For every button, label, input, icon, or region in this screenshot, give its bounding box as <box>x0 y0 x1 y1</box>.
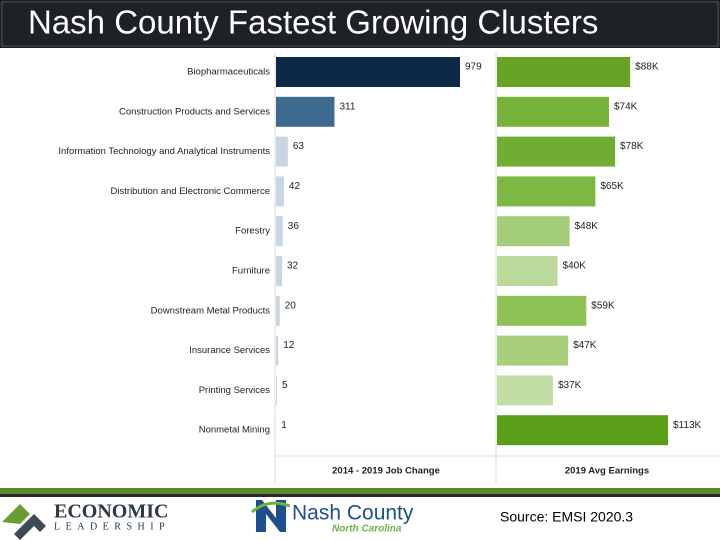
logo-economic: ECONOMIC <box>54 501 168 523</box>
economic-leadership-logo: ECONOMIC LEADERSHIP <box>2 501 170 540</box>
value-label: $78K <box>620 141 644 152</box>
value-label: $37K <box>558 380 582 391</box>
axis-label: 2014 - 2019 Job Change <box>332 466 440 477</box>
bar <box>276 216 283 247</box>
bar <box>276 176 284 207</box>
bar <box>276 256 283 286</box>
bar <box>497 96 609 127</box>
plot: Biopharmaceuticals Construction Products … <box>58 57 702 477</box>
value-label: $47K <box>573 340 597 351</box>
bar <box>497 57 631 87</box>
value-label: 5 <box>282 380 288 391</box>
category-label: Insurance Services <box>189 345 270 356</box>
value-label: 12 <box>283 340 295 351</box>
value-label: 979 <box>465 62 482 73</box>
value-label: $74K <box>614 101 638 112</box>
value-label: $65K <box>600 181 624 192</box>
value-label: 311 <box>339 101 355 112</box>
bar <box>497 136 616 167</box>
bar <box>276 375 277 406</box>
bar <box>276 57 460 87</box>
category-label: Nonmetal Mining <box>199 425 270 436</box>
category-label: Construction Products and Services <box>119 106 270 117</box>
value-label: $113K <box>673 420 702 431</box>
source: Source: EMSI 2020.3 <box>500 509 633 525</box>
value-label: $59K <box>591 300 615 311</box>
value-label: 63 <box>293 141 305 152</box>
axis-label: 2019 Avg Earnings <box>565 466 649 477</box>
bar <box>276 96 335 127</box>
bar <box>276 335 279 366</box>
category-label: Forestry <box>235 226 270 237</box>
logo-leadership: LEADERSHIP <box>54 521 170 532</box>
category-label: Furniture <box>232 266 270 277</box>
nash-county-logo: Nash County North Carolina <box>251 500 414 535</box>
category-label: Downstream Metal Products <box>151 305 271 316</box>
logo-state: North Carolina <box>332 524 402 535</box>
bar <box>497 216 570 247</box>
bar <box>497 256 558 286</box>
category-label: Biopharmaceuticals <box>187 67 270 78</box>
category-label: Printing Services <box>199 385 271 396</box>
value-label: 20 <box>285 300 297 311</box>
value-label: $48K <box>575 221 599 232</box>
value-label: $88K <box>635 62 659 73</box>
bar <box>497 375 553 406</box>
category-label: Information Technology and Analytical In… <box>58 146 270 157</box>
footer-rule-dark <box>0 494 720 497</box>
bar <box>276 136 288 167</box>
bar <box>497 176 596 207</box>
value-label: 32 <box>287 261 299 272</box>
bar <box>497 415 668 446</box>
value-label: 1 <box>281 420 287 431</box>
category-label: Distribution and Electronic Commerce <box>111 186 270 197</box>
bar <box>497 295 587 326</box>
value-label: 42 <box>289 181 301 192</box>
value-label: $40K <box>563 261 587 272</box>
title-border <box>1 1 719 47</box>
value-label: 36 <box>288 221 300 232</box>
bar <box>497 335 569 366</box>
footer-rule <box>0 488 720 494</box>
logo-nash: Nash County <box>292 502 414 525</box>
bar <box>276 295 280 326</box>
slide-title: Nash County Fastest Growing Clusters <box>28 4 598 41</box>
title-bar <box>0 0 720 48</box>
